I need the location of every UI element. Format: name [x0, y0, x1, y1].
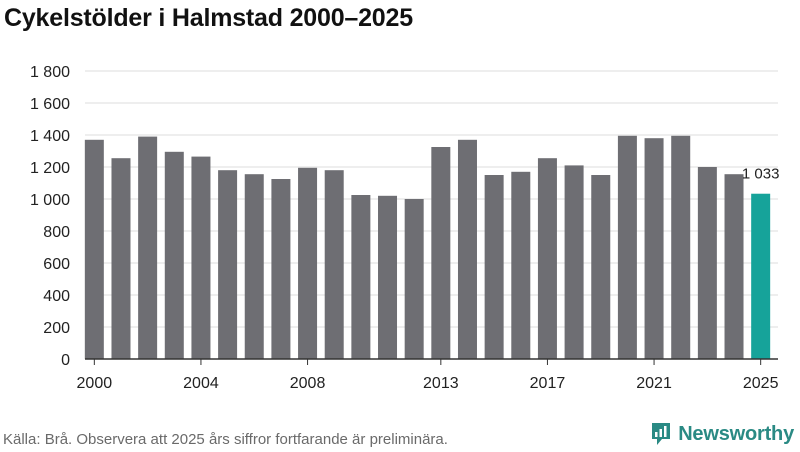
x-tick-label: 2013 — [423, 375, 459, 392]
bar — [644, 138, 664, 359]
bar-highlight — [751, 193, 771, 359]
bar — [271, 179, 291, 359]
y-tick-label: 600 — [43, 256, 70, 273]
bar — [164, 151, 184, 359]
bar — [511, 171, 531, 359]
bar — [244, 174, 264, 359]
bar — [537, 158, 557, 359]
y-tick-label: 400 — [43, 288, 70, 305]
x-tick-label: 2008 — [290, 375, 326, 392]
data-label: 1 033 — [742, 166, 780, 183]
x-tick-label: 2017 — [530, 375, 566, 392]
bar — [218, 170, 238, 359]
y-tick-label: 1 800 — [30, 64, 70, 81]
x-tick-label: 2000 — [77, 375, 113, 392]
bar — [378, 195, 398, 359]
brand-logo: Newsworthy — [650, 421, 794, 447]
bar — [697, 167, 717, 359]
y-tick-label: 1 600 — [30, 96, 70, 113]
bar — [111, 158, 131, 359]
x-tick-label: 2004 — [183, 375, 219, 392]
bar — [324, 170, 344, 359]
bar — [724, 174, 744, 359]
bar — [671, 135, 691, 359]
x-tick-label: 2021 — [636, 375, 672, 392]
bar — [457, 139, 477, 359]
bar — [298, 167, 318, 359]
y-tick-label: 0 — [61, 352, 70, 369]
newsworthy-logo-icon — [650, 421, 672, 447]
y-tick-label: 1 400 — [30, 128, 70, 145]
brand-name: Newsworthy — [678, 422, 794, 445]
bar — [564, 165, 584, 359]
bar — [484, 175, 504, 359]
y-tick-label: 800 — [43, 224, 70, 241]
y-tick-label: 1 200 — [30, 160, 70, 177]
bar — [591, 175, 611, 359]
bar — [404, 199, 424, 359]
bar — [351, 195, 371, 359]
y-tick-label: 1 000 — [30, 192, 70, 209]
bar — [191, 156, 211, 359]
x-tick-label: 2025 — [743, 375, 779, 392]
chart-title: Cykelstölder i Halmstad 2000–2025 — [4, 4, 413, 32]
bar — [617, 135, 637, 359]
bar — [84, 139, 104, 359]
y-tick-label: 200 — [43, 320, 70, 337]
source-note: Källa: Brå. Observera att 2025 års siffr… — [3, 431, 448, 448]
bar — [431, 147, 451, 359]
bar — [138, 136, 158, 359]
